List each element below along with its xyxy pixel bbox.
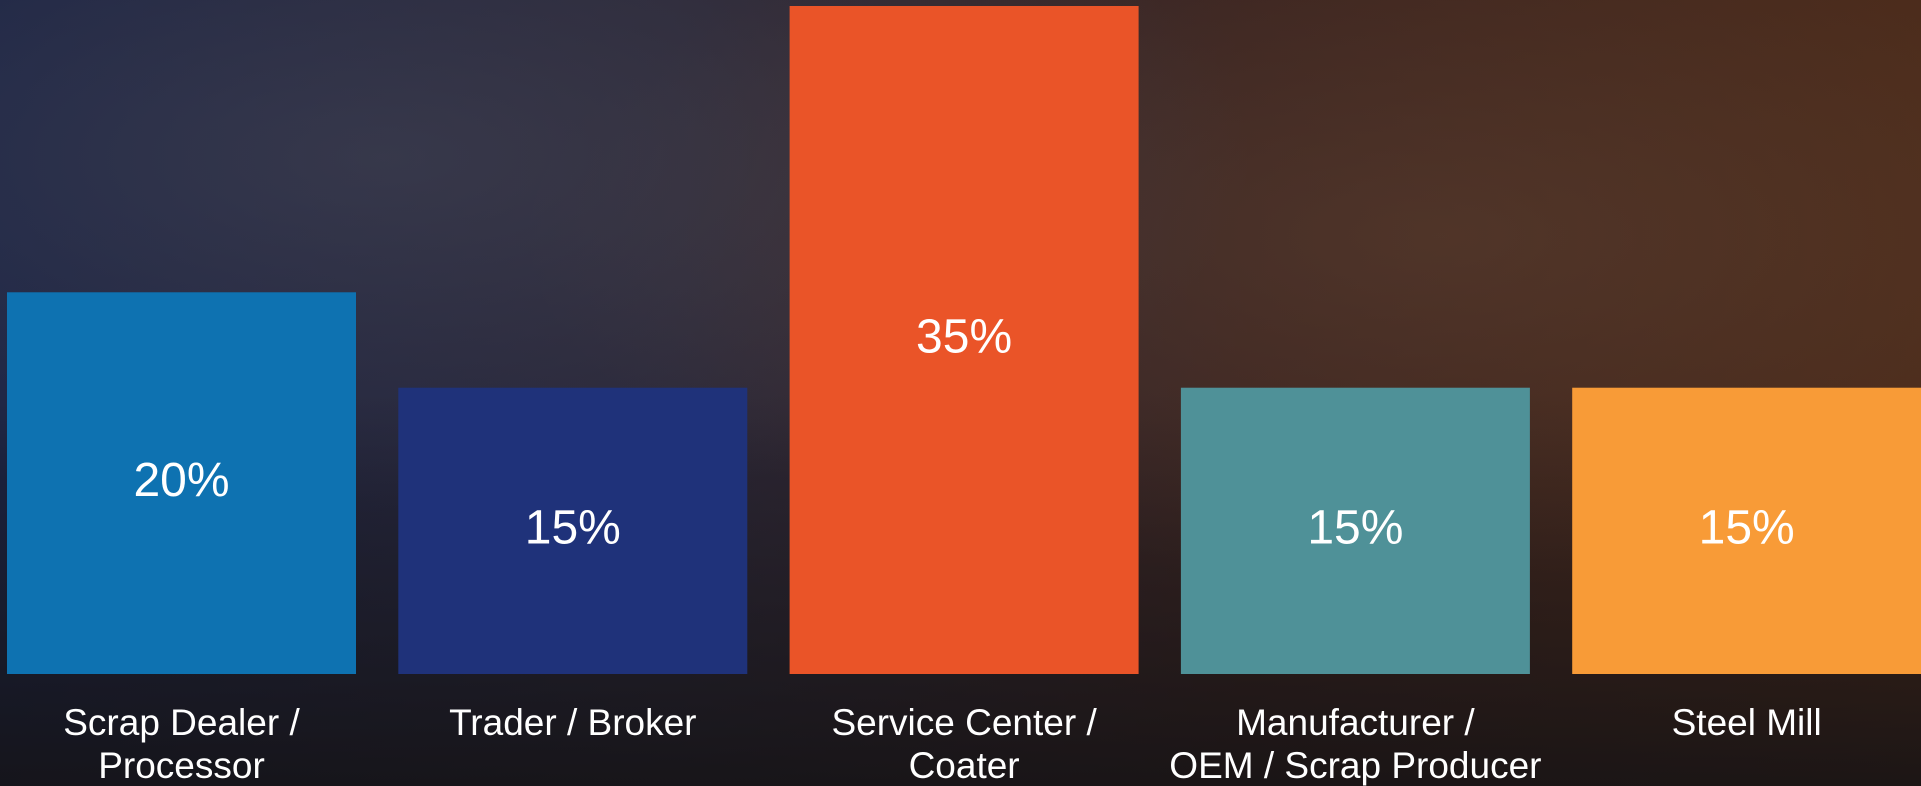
category-label: Manufacturer / OEM / Scrap Producer xyxy=(1145,701,1565,786)
value-label: 15% xyxy=(1307,502,1403,555)
plot: 20% 15% 35% 15% 15% xyxy=(0,0,1921,786)
category-label: Steel Mill xyxy=(1537,701,1921,744)
value-label: 15% xyxy=(1699,502,1795,555)
category-label: Service Center / Coater xyxy=(754,701,1174,786)
category-label: Trader / Broker xyxy=(363,701,783,744)
value-label: 20% xyxy=(133,454,229,507)
value-label: 15% xyxy=(525,502,621,555)
value-label: 35% xyxy=(916,311,1012,364)
category-label: Scrap Dealer / Processor xyxy=(0,701,392,786)
chart: 20% 15% 35% 15% 15% Scrap Dealer / Processor… xyxy=(0,0,1921,786)
